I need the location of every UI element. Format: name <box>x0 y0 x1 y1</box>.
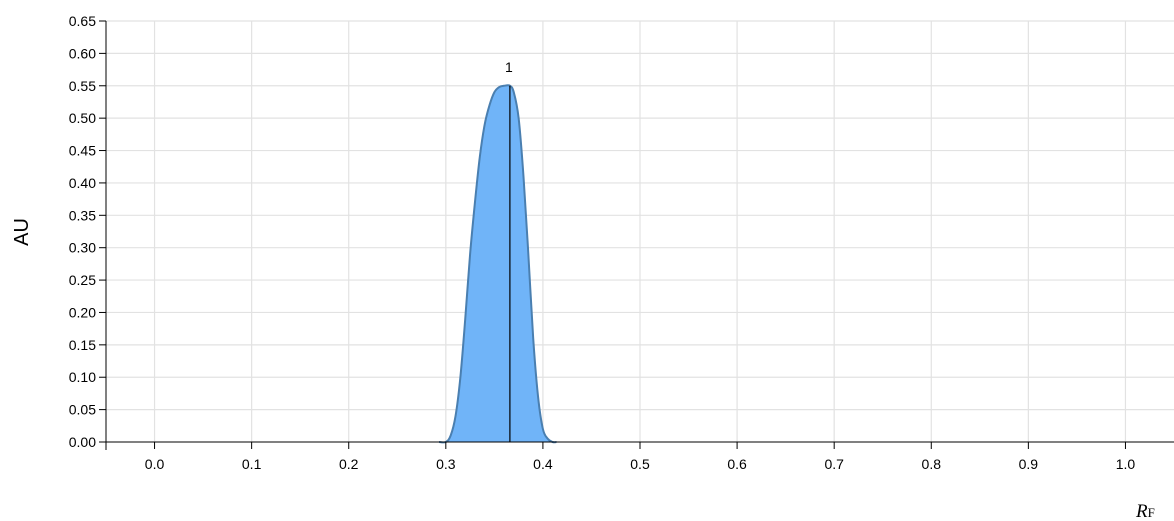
x-axis-title-subscript: F <box>1148 505 1155 520</box>
x-axis-title: RF <box>1135 501 1155 521</box>
y-tick-label: 0.60 <box>69 45 96 61</box>
plot-area: 1 <box>438 59 557 444</box>
x-axis-ticks: 0.0 0.1 0.2 0.3 0.4 0.5 0.6 0.7 0.8 0.9 1.0 <box>105 442 1136 472</box>
x-tick-label: 0.2 <box>339 456 359 472</box>
x-axis-title-main: R <box>1135 501 1148 521</box>
x-tick-label: 0.7 <box>824 456 844 472</box>
y-tick-label: 0.55 <box>69 78 96 94</box>
x-tick-label: 0.3 <box>436 456 456 472</box>
peak-area <box>439 85 557 443</box>
y-tick-label: 0.30 <box>69 240 96 256</box>
peak-outline <box>438 84 557 444</box>
y-tick-label: 0.00 <box>69 434 96 450</box>
y-tick-label: 0.45 <box>69 143 96 159</box>
x-tick-label: 0.9 <box>1019 456 1039 472</box>
y-tick-label: 0.25 <box>69 272 96 288</box>
y-tick-label: 0.05 <box>69 402 96 418</box>
x-tick-label: 0.1 <box>242 456 262 472</box>
x-tick-label: 1.0 <box>1116 456 1136 472</box>
x-tick-label: 0.4 <box>533 456 553 472</box>
y-axis-ticks: 0.00 0.05 0.10 0.15 0.20 0.25 0.30 0.35 0.40 0.45… <box>69 13 106 450</box>
x-tick-label: 0.0 <box>145 456 165 472</box>
x-tick-label: 0.5 <box>630 456 650 472</box>
grid <box>106 20 1174 442</box>
x-tick-label: 0.8 <box>922 456 942 472</box>
y-tick-label: 0.65 <box>69 13 96 29</box>
peak-label: 1 <box>505 59 513 75</box>
y-axis-title: AU <box>11 218 33 246</box>
y-tick-label: 0.35 <box>69 207 96 223</box>
y-tick-label: 0.40 <box>69 175 96 191</box>
y-tick-label: 0.15 <box>69 337 96 353</box>
y-tick-label: 0.20 <box>69 304 96 320</box>
y-tick-label: 0.10 <box>69 369 96 385</box>
y-tick-label: 0.50 <box>69 110 96 126</box>
x-tick-label: 0.6 <box>727 456 747 472</box>
